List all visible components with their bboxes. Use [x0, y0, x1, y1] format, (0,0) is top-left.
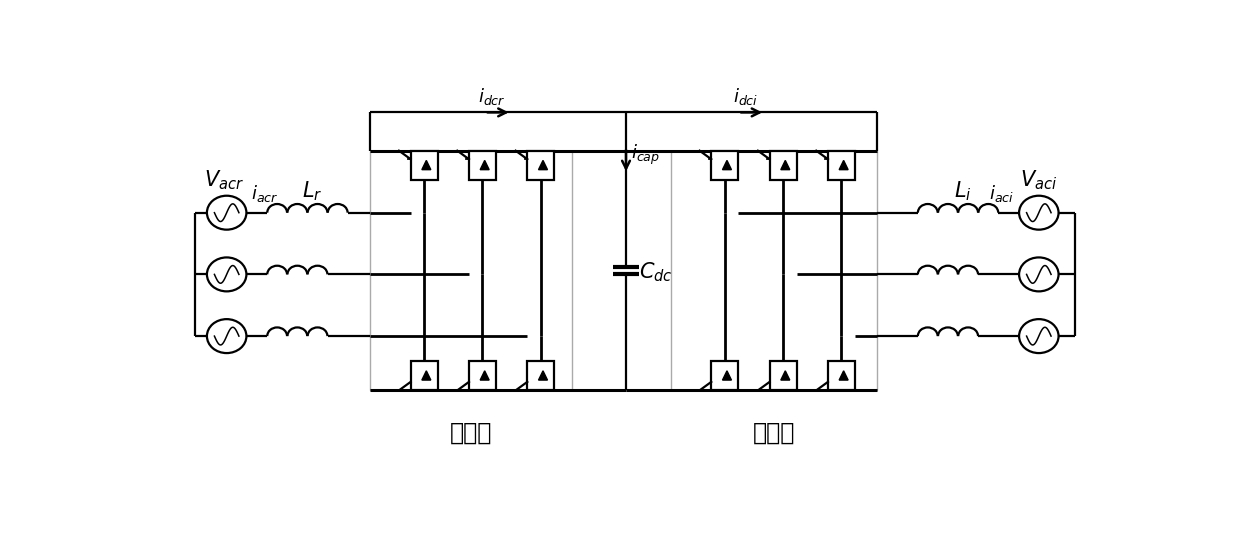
Text: $i_{dcr}$: $i_{dcr}$ [478, 87, 506, 107]
Polygon shape [839, 371, 849, 380]
Bar [410, 361, 437, 390]
Text: 整流器: 整流器 [450, 420, 492, 445]
Bar [670, 151, 877, 390]
Text: $i_{acr}$: $i_{acr}$ [250, 183, 279, 204]
Bar [528, 361, 554, 390]
Bar [711, 361, 738, 390]
Polygon shape [839, 160, 849, 170]
Text: $i_{cap}$: $i_{cap}$ [631, 143, 659, 167]
Bar [470, 361, 496, 390]
Text: $V_{acr}$: $V_{acr}$ [204, 169, 244, 192]
Polygon shape [421, 371, 431, 380]
Text: $L_i$: $L_i$ [954, 179, 971, 203]
Text: 逆变器: 逆变器 [753, 420, 795, 445]
Bar [828, 151, 855, 180]
Bar [410, 151, 437, 180]
Polygon shape [722, 371, 731, 380]
Polygon shape [539, 160, 548, 170]
Text: $C_{dc}$: $C_{dc}$ [639, 260, 673, 284]
Text: $L_r$: $L_r$ [302, 179, 322, 203]
Text: $i_{dci}$: $i_{dci}$ [732, 87, 758, 107]
Polygon shape [539, 371, 548, 380]
Bar [470, 151, 496, 180]
Bar [828, 361, 855, 390]
Bar [769, 361, 797, 390]
Polygon shape [481, 371, 489, 380]
Text: $i_{aci}$: $i_{aci}$ [990, 183, 1015, 204]
Polygon shape [781, 371, 789, 380]
Bar [370, 151, 572, 390]
Bar [711, 151, 738, 180]
Polygon shape [781, 160, 789, 170]
Bar [528, 151, 554, 180]
Bar [769, 151, 797, 180]
Polygon shape [481, 160, 489, 170]
Polygon shape [722, 160, 731, 170]
Polygon shape [421, 160, 431, 170]
Text: $V_{aci}$: $V_{aci}$ [1020, 169, 1057, 192]
